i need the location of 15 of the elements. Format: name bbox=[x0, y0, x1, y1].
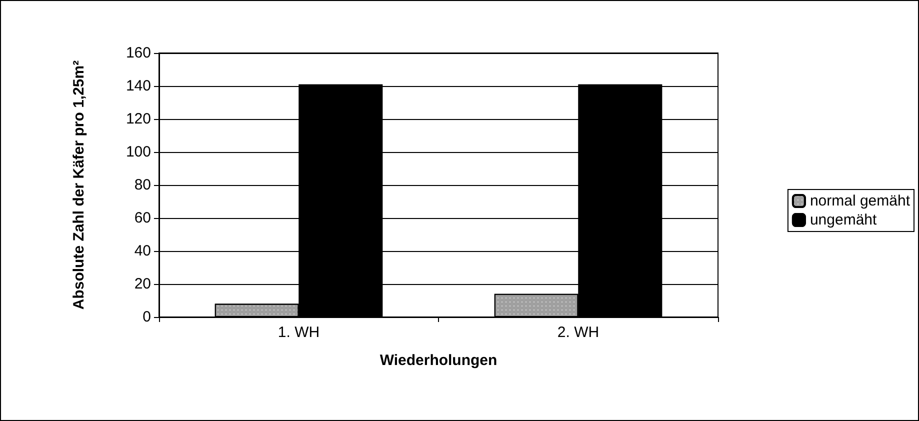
y-tick-label: 140 bbox=[126, 78, 151, 94]
y-tick-label: 40 bbox=[134, 242, 151, 260]
y-tick-label: 120 bbox=[126, 110, 151, 128]
legend-label: ungemäht bbox=[810, 212, 878, 228]
x-axis-title: Wiederholungen bbox=[380, 352, 498, 369]
y-tick-label: 160 bbox=[126, 44, 151, 62]
y-axis-title: Absolute Zahl der Käfer pro 1,25m² bbox=[70, 60, 88, 310]
y-tick-label: 100 bbox=[126, 144, 151, 160]
legend-label: normal gemäht bbox=[810, 192, 911, 210]
y-tick-label: 20 bbox=[134, 276, 151, 292]
x-tick-label: 2. WH bbox=[557, 324, 600, 341]
y-tick-label: 60 bbox=[134, 210, 151, 226]
y-tick-label: 0 bbox=[142, 308, 151, 326]
x-tick-label: 1. WH bbox=[278, 324, 320, 341]
y-tick-label: 80 bbox=[134, 176, 151, 194]
